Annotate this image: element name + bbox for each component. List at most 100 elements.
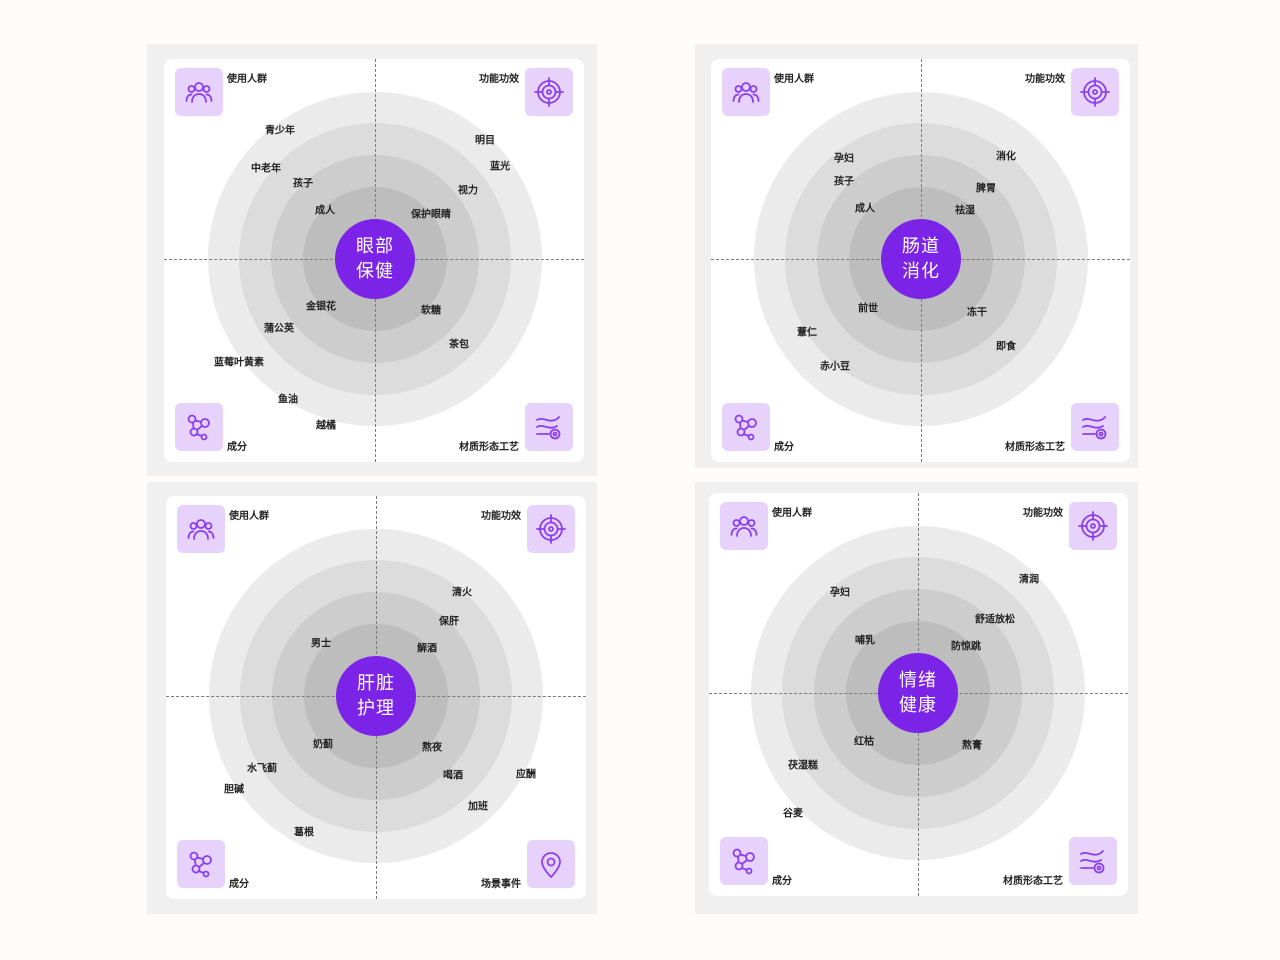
center-title: 情绪 健康 — [878, 653, 958, 733]
corner-caption-br: 材质形态工艺 — [459, 442, 519, 453]
people-icon — [185, 82, 213, 103]
target-icon — [1078, 511, 1108, 541]
keyword-label: 视力 — [458, 185, 478, 197]
keyword-label: 男士 — [311, 638, 331, 650]
corner-caption-tl: 使用人群 — [229, 511, 269, 522]
center-title-line: 保健 — [356, 261, 394, 282]
keyword-label: 红枯 — [854, 736, 874, 748]
molecule-icon — [189, 851, 212, 878]
process-icon — [1080, 850, 1105, 874]
keyword-label: 舒适放松 — [975, 614, 1015, 626]
corner-caption-bl: 成分 — [774, 442, 794, 453]
keyword-label: 鱼油 — [278, 394, 298, 406]
keyword-label: 谷麦 — [783, 808, 803, 820]
corner-tr — [1071, 68, 1119, 116]
corner-bl — [177, 840, 225, 888]
keyword-label: 孩子 — [293, 178, 313, 190]
target-icon — [536, 514, 566, 544]
keyword-label: 喝酒 — [443, 770, 463, 782]
corner-tl — [720, 502, 768, 550]
people-icon — [187, 519, 215, 540]
corner-caption-tr: 功能功效 — [481, 511, 521, 522]
keyword-label: 熬夜 — [422, 742, 442, 754]
corner-caption-br: 场景事件 — [481, 879, 521, 890]
corner-caption-bl: 成分 — [227, 442, 247, 453]
keyword-label: 孕妇 — [834, 153, 854, 165]
diagram-panel: 眼部 保健 青少年中老年 孩子成人 明目蓝光 视力 保护眼睛金银花 蒲公英蓝莓叶黄素鱼油越橘 软… — [164, 59, 584, 462]
keyword-label: 孕妇 — [830, 587, 850, 599]
corner-bl — [175, 403, 223, 451]
molecule-icon — [734, 414, 757, 441]
keyword-label: 防惊跳 — [951, 641, 981, 653]
corner-br — [1071, 403, 1119, 451]
keyword-label: 冻干 — [967, 307, 987, 319]
process-icon — [1082, 416, 1107, 440]
keyword-label: 茯湿糕 — [788, 760, 818, 772]
keyword-label: 茶包 — [449, 339, 469, 351]
center-title-line: 护理 — [357, 698, 395, 719]
keyword-label: 熬膏 — [962, 740, 982, 752]
keyword-label: 成人 — [855, 203, 875, 215]
corner-tl — [722, 68, 770, 116]
center-title: 眼部 保健 — [335, 219, 415, 299]
corner-caption-tl: 使用人群 — [774, 74, 814, 85]
center-title-line: 情绪 — [899, 670, 937, 691]
corner-tr — [527, 505, 575, 553]
molecule-icon — [732, 848, 755, 875]
corner-caption-bl: 成分 — [229, 879, 249, 890]
corner-br — [525, 403, 573, 451]
keyword-label: 明目 — [475, 135, 495, 147]
keyword-label: 胆碱 — [224, 784, 244, 796]
corner-caption-tl: 使用人群 — [227, 74, 267, 85]
keyword-label: 孩子 — [834, 176, 854, 188]
keyword-label: 越橘 — [316, 420, 336, 432]
diagram-panel: 情绪 健康 孕妇 哺乳 清润 舒适放松 防惊跳 红枯 茯湿糕 谷麦 熬膏 使用人群 功能功效 成分 材质形态… — [709, 493, 1128, 896]
center-title-line: 健康 — [899, 695, 937, 716]
corner-caption-tl: 使用人群 — [772, 508, 812, 519]
target-icon — [534, 77, 564, 107]
keyword-label: 祛湿 — [955, 205, 975, 217]
people-icon — [732, 82, 760, 103]
corner-tr — [525, 68, 573, 116]
keyword-label: 加班 — [468, 801, 488, 813]
corner-bl — [720, 837, 768, 885]
corner-caption-tr: 功能功效 — [479, 74, 519, 85]
location-pin-icon — [541, 852, 561, 878]
keyword-label: 金银花 — [306, 301, 336, 313]
molecule-icon — [187, 414, 210, 441]
keyword-label: 青少年 — [265, 125, 295, 137]
corner-br — [527, 840, 575, 888]
corner-tl — [177, 505, 225, 553]
center-title: 肝脏 护理 — [336, 656, 416, 736]
keyword-label: 清火 — [452, 587, 472, 599]
keyword-label: 消化 — [996, 151, 1016, 163]
process-icon — [536, 416, 561, 440]
keyword-label: 软糖 — [421, 305, 441, 317]
keyword-label: 水飞蓟 — [247, 763, 277, 775]
keyword-label: 脾胃 — [976, 183, 996, 195]
keyword-label: 蓝光 — [490, 161, 510, 173]
keyword-label: 清润 — [1019, 574, 1039, 586]
keyword-label: 保肝 — [439, 616, 459, 628]
keyword-label: 哺乳 — [855, 635, 875, 647]
corner-tr — [1069, 502, 1117, 550]
keyword-label: 奶蓟 — [313, 739, 333, 751]
center-title-line: 消化 — [902, 261, 940, 282]
keyword-label: 成人 — [315, 205, 335, 217]
corner-caption-br: 材质形态工艺 — [1003, 876, 1063, 887]
keyword-label: 前世 — [858, 303, 878, 315]
center-title-line: 肝脏 — [357, 673, 395, 694]
keyword-label: 蓝莓叶黄素 — [214, 357, 264, 369]
diagram-panel: 肝脏 护理 男士 清火 保肝 解酒 奶蓟 水飞蓟 胆碱 葛根 熬夜 喝酒 应酬 加班 使用人群 功能功效 成分场… — [166, 496, 586, 899]
center-title: 肠道 消化 — [881, 219, 961, 299]
keyword-label: 保护眼睛 — [411, 209, 451, 221]
center-title-line: 肠道 — [902, 236, 940, 257]
corner-caption-tr: 功能功效 — [1025, 74, 1065, 85]
corner-caption-tr: 功能功效 — [1023, 508, 1063, 519]
target-icon — [1080, 77, 1110, 107]
diagram-panel: 肠道 消化 孕妇 孩子 成人 消化 脾胃 祛湿 前世 薏仁 赤小豆 冻干 即食 使用人群 功能功效 成分 材质形… — [711, 59, 1130, 462]
keyword-label: 应酬 — [516, 769, 536, 781]
keyword-label: 中老年 — [251, 163, 281, 175]
keyword-label: 蒲公英 — [264, 323, 294, 335]
keyword-label: 薏仁 — [797, 327, 817, 339]
